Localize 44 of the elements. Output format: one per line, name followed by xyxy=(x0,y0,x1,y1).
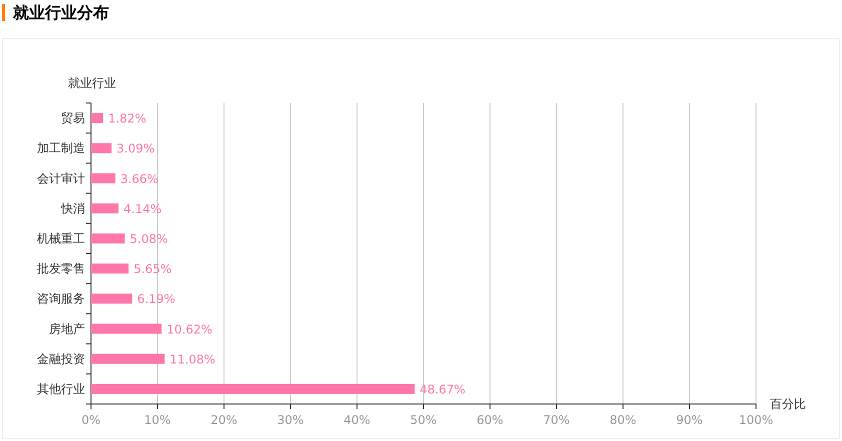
data-label: 48.67% xyxy=(420,382,466,396)
x-axis-title: 百分比 xyxy=(770,397,806,411)
bar xyxy=(91,324,162,334)
bar xyxy=(91,294,132,304)
bar xyxy=(91,143,112,154)
x-tick-label: 100% xyxy=(738,413,774,427)
x-tick-label: 30% xyxy=(277,413,304,427)
bar xyxy=(91,173,116,184)
y-tick-label: 房地产 xyxy=(49,322,85,336)
y-tick-label: 批发零售 xyxy=(37,262,85,276)
x-tick-label: 50% xyxy=(410,413,437,427)
bar xyxy=(91,264,129,274)
data-label: 5.08% xyxy=(130,232,168,246)
y-tick-label: 加工制造 xyxy=(37,141,85,156)
bar xyxy=(91,233,125,244)
data-label: 11.08% xyxy=(170,352,216,366)
y-tick-label: 会计审计 xyxy=(37,171,85,186)
x-tick-label: 70% xyxy=(543,413,570,427)
data-label: 3.09% xyxy=(116,142,155,156)
bar xyxy=(91,203,119,214)
bar xyxy=(91,384,415,394)
data-label: 5.65% xyxy=(134,262,172,276)
x-tick-label: 90% xyxy=(676,413,703,427)
x-tick-label: 40% xyxy=(344,413,370,427)
data-label: 3.66% xyxy=(120,172,158,186)
x-tick-label: 10% xyxy=(144,413,171,427)
y-tick-label: 机械重工 xyxy=(37,231,85,246)
data-label: 1.82% xyxy=(108,112,146,126)
x-tick-label: 60% xyxy=(476,413,504,427)
data-label: 10.62% xyxy=(166,322,212,336)
y-tick-label: 快消 xyxy=(60,201,85,216)
y-axis-title: 就业行业 xyxy=(68,76,116,90)
data-label: 6.19% xyxy=(137,292,176,306)
bar xyxy=(91,354,165,364)
data-label: 4.14% xyxy=(124,202,162,216)
y-tick-label: 咨询服务 xyxy=(37,292,85,306)
x-tick-label: 0% xyxy=(81,413,101,427)
y-tick-label: 金融投资 xyxy=(37,352,85,366)
x-tick-label: 80% xyxy=(610,413,636,427)
chart-title: 就业行业分布 xyxy=(12,3,109,22)
y-tick-label: 贸易 xyxy=(61,111,85,126)
x-tick-label: 20% xyxy=(210,413,238,427)
y-tick-label: 其他行业 xyxy=(37,382,85,396)
bar xyxy=(91,113,104,124)
